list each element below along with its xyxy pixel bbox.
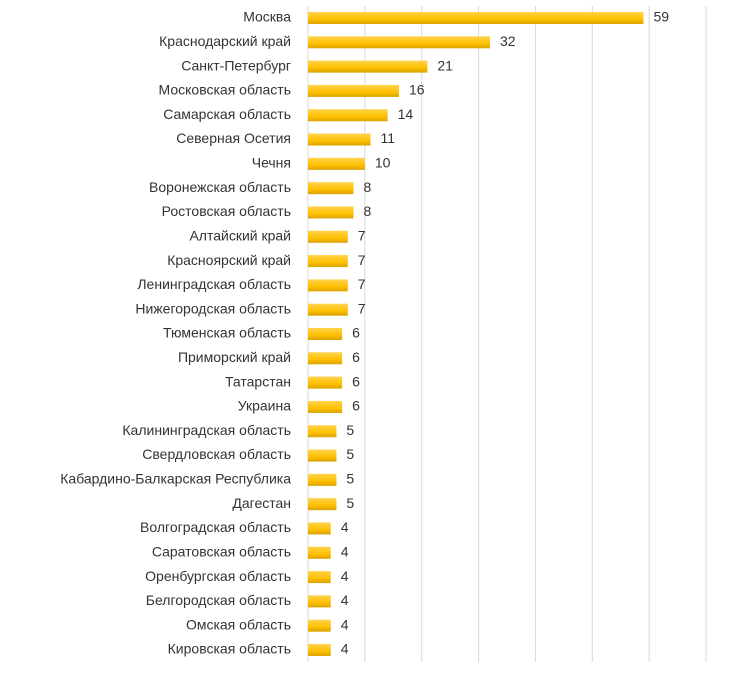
data-label: 4 <box>341 568 349 584</box>
y-tick-label: Чечня <box>252 155 291 171</box>
y-tick-label: Приморский край <box>178 349 291 365</box>
data-label: 11 <box>381 130 396 146</box>
y-tick-label: Саратовская область <box>152 543 291 559</box>
data-label: 7 <box>358 300 366 316</box>
data-label: 4 <box>341 592 349 608</box>
y-tick-label: Оренбургская область <box>145 568 291 584</box>
bar <box>308 595 331 608</box>
data-label: 5 <box>346 446 354 462</box>
bar <box>308 84 399 97</box>
data-label: 5 <box>346 471 354 487</box>
data-label: 8 <box>363 179 371 195</box>
data-label: 4 <box>341 543 349 559</box>
y-tick-label: Воронежская область <box>149 179 291 195</box>
bar <box>308 60 428 73</box>
bar <box>308 182 354 195</box>
y-tick-label: Волгоградская область <box>140 519 291 535</box>
bar <box>308 571 331 584</box>
y-tick-label: Московская область <box>159 82 291 98</box>
bar <box>308 279 348 292</box>
bar <box>308 109 388 122</box>
bar <box>308 425 337 438</box>
y-tick-label: Нижегородская область <box>135 300 291 316</box>
data-label: 5 <box>346 495 354 511</box>
data-label: 32 <box>500 33 516 49</box>
data-label: 6 <box>352 349 360 365</box>
bar <box>308 473 337 486</box>
bar <box>308 133 371 146</box>
y-tick-label: Ростовская область <box>162 203 291 219</box>
bar <box>308 206 354 219</box>
y-tick-label: Татарстан <box>225 373 291 389</box>
y-tick-label: Калининградская область <box>122 422 291 438</box>
bar <box>308 522 331 535</box>
bar <box>308 303 348 316</box>
data-label: 14 <box>398 106 414 122</box>
bar <box>308 644 331 656</box>
y-tick-label: Украина <box>238 398 292 414</box>
data-label: 7 <box>358 252 366 268</box>
bar <box>308 498 337 511</box>
y-tick-label: Дагестан <box>232 495 291 511</box>
bar <box>308 36 490 49</box>
y-tick-label: Тюменская область <box>163 325 291 341</box>
data-label: 7 <box>358 276 366 292</box>
y-tick-label: Алтайский край <box>189 227 291 243</box>
data-label: 8 <box>363 203 371 219</box>
y-tick-label: Белгородская область <box>146 592 291 608</box>
bar <box>308 376 343 389</box>
y-tick-label: Самарская область <box>163 106 291 122</box>
y-tick-label: Москва <box>243 9 291 25</box>
y-tick-label: Краснодарский край <box>159 33 291 49</box>
data-label: 21 <box>437 57 453 73</box>
data-label: 7 <box>358 227 366 243</box>
bar <box>308 157 365 170</box>
bar <box>308 230 348 243</box>
bar <box>308 255 348 268</box>
data-label: 5 <box>346 422 354 438</box>
y-tick-label: Красноярский край <box>167 252 291 268</box>
y-tick-label: Омская область <box>186 616 291 632</box>
bar <box>308 546 331 559</box>
bar <box>308 449 337 462</box>
y-tick-label: Ленинградская область <box>137 276 291 292</box>
data-label: 59 <box>653 9 669 25</box>
y-tick-label: Северная Осетия <box>176 130 291 146</box>
data-label: 10 <box>375 155 391 171</box>
y-tick-label: Свердловская область <box>142 446 291 462</box>
bar <box>308 12 644 24</box>
data-label: 6 <box>352 325 360 341</box>
data-label: 4 <box>341 616 349 632</box>
bar <box>308 400 343 413</box>
bar <box>308 352 343 365</box>
data-label: 6 <box>352 398 360 414</box>
data-label: 6 <box>352 373 360 389</box>
y-tick-label: Кировская область <box>168 641 291 657</box>
bar <box>308 619 331 632</box>
y-tick-label: Санкт-Петербург <box>181 57 291 73</box>
bar <box>308 328 343 340</box>
y-tick-label: Кабардино-Балкарская Республика <box>60 471 291 487</box>
data-label: 4 <box>341 641 349 657</box>
data-label: 4 <box>341 519 349 535</box>
data-label: 16 <box>409 82 425 98</box>
